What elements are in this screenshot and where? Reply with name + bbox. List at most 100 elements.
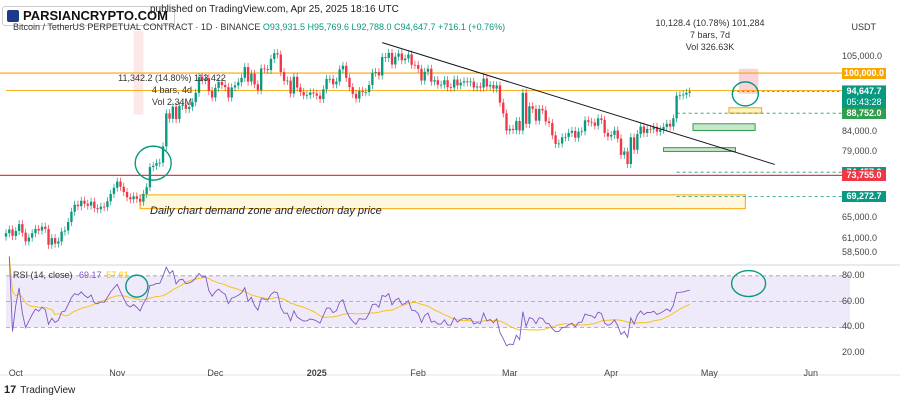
candle-body	[279, 54, 282, 73]
candle-body	[269, 58, 273, 71]
candle-body	[155, 163, 158, 166]
rsi-value-2: 57.61	[106, 270, 129, 280]
candle-body	[184, 104, 188, 109]
candle-body	[374, 72, 377, 73]
candle-body	[220, 81, 224, 86]
candle	[243, 63, 246, 82]
candle-body	[417, 65, 420, 69]
candle-body	[299, 87, 302, 93]
candle	[417, 61, 420, 73]
candle-body	[89, 201, 93, 206]
candle-body	[354, 93, 358, 99]
candle	[354, 89, 358, 103]
measure-left-vol: Vol 2.34M	[151, 97, 193, 107]
candle	[596, 114, 600, 130]
candle	[511, 124, 515, 135]
candle-body	[96, 208, 99, 210]
candle-body	[420, 68, 423, 81]
candle	[53, 234, 57, 248]
grid	[0, 264, 900, 376]
candle-body	[233, 85, 237, 88]
candle-body	[583, 120, 587, 132]
price-tag: 100,000.0	[842, 67, 886, 79]
candle-body	[390, 52, 394, 65]
candle-body	[145, 187, 148, 194]
candle-body	[335, 81, 338, 85]
candle	[27, 233, 31, 246]
candle	[472, 77, 475, 92]
candle-body	[256, 84, 260, 91]
candle	[547, 117, 551, 128]
candle-body	[606, 132, 610, 137]
candle-body	[295, 76, 299, 88]
candle	[119, 177, 122, 191]
x-axis-label: May	[700, 368, 718, 378]
candle-body	[142, 193, 145, 202]
candle	[420, 64, 423, 85]
candle-body	[371, 72, 374, 86]
demand-zone-label: Daily chart demand zone and election day…	[150, 205, 382, 217]
candle-body	[250, 73, 253, 82]
breakout-circle	[134, 145, 172, 181]
candle	[318, 91, 322, 103]
candle	[178, 101, 181, 124]
candle	[466, 77, 469, 87]
candle	[551, 118, 554, 140]
rsi-panel	[8, 256, 767, 347]
candles	[4, 48, 691, 249]
candle	[89, 197, 93, 210]
candle-body	[227, 87, 230, 98]
candle-body	[446, 80, 449, 88]
candle-body	[377, 72, 381, 76]
candle	[246, 63, 250, 86]
x-axis-label: Feb	[410, 368, 426, 378]
candle-body	[331, 78, 335, 85]
x-axis-label: Mar	[502, 368, 518, 378]
trendline	[382, 42, 775, 165]
candle-body	[610, 134, 613, 137]
candle	[652, 122, 655, 134]
candle	[302, 88, 305, 100]
candle-body	[619, 138, 623, 155]
candle	[675, 91, 678, 123]
candle-body	[53, 238, 57, 244]
candle	[646, 124, 649, 137]
candle-body	[521, 92, 525, 131]
candle	[331, 74, 335, 89]
candle	[433, 76, 436, 86]
candle-body	[632, 137, 636, 150]
candle-body	[135, 196, 139, 199]
candle	[125, 187, 129, 202]
x-axis-label: Dec	[207, 368, 224, 378]
candle	[665, 119, 668, 131]
candle	[475, 82, 479, 92]
candle-body	[596, 118, 600, 126]
candle	[204, 74, 207, 85]
candle	[201, 73, 204, 85]
candle	[446, 76, 449, 92]
candle-body	[410, 54, 413, 65]
candle-body	[554, 135, 557, 144]
candle	[181, 100, 184, 110]
candle-body	[466, 81, 469, 83]
candle-body	[341, 65, 345, 70]
candle	[564, 132, 567, 142]
candle-body	[626, 151, 629, 164]
candle	[678, 91, 682, 100]
candle	[407, 50, 410, 63]
candle-body	[567, 132, 570, 137]
candle	[276, 49, 279, 59]
candle-body	[646, 128, 649, 133]
candle-body	[574, 130, 577, 138]
candle-body	[462, 81, 466, 83]
candle-body	[286, 80, 289, 82]
candle	[377, 68, 381, 80]
candle	[413, 60, 417, 70]
candle	[430, 64, 433, 86]
candle-body	[276, 53, 279, 55]
candle	[315, 89, 318, 100]
candle-body	[502, 102, 505, 114]
y-axis-label: 84,000.0	[842, 125, 878, 136]
candle	[610, 130, 613, 141]
